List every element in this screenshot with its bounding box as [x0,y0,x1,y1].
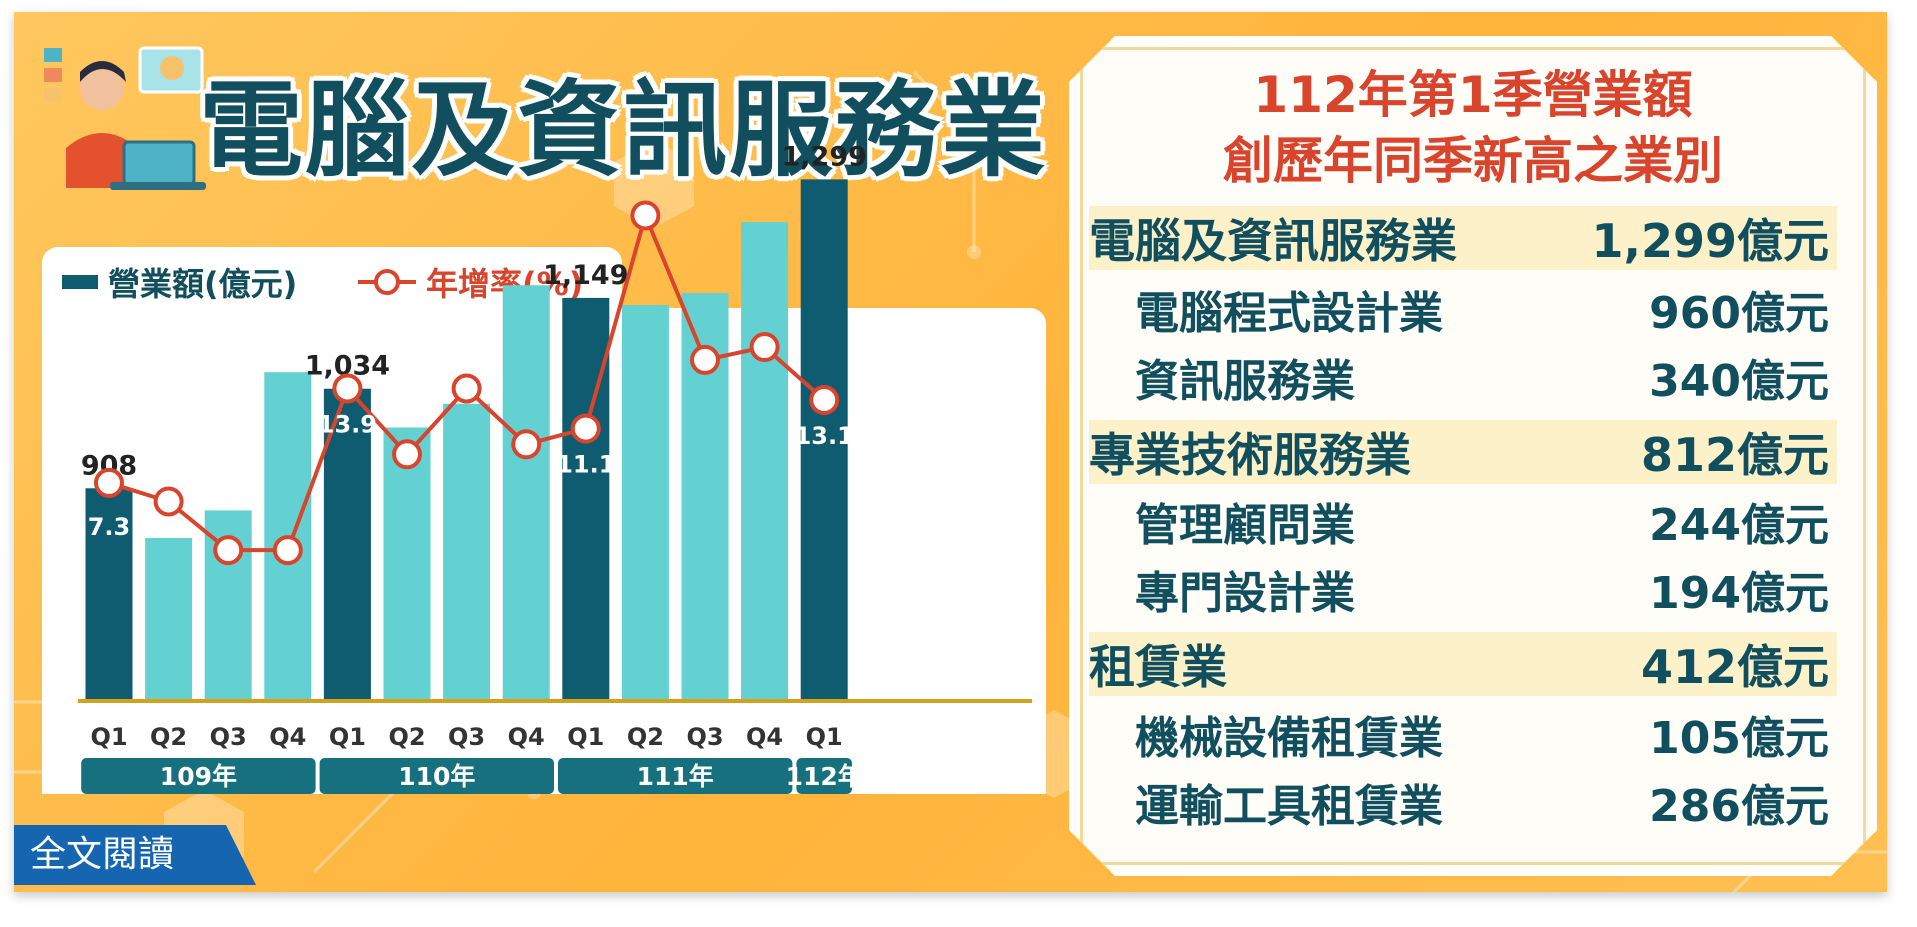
bar [562,297,610,700]
x-tick-label: Q1 [329,723,366,751]
x-tick-label: Q3 [686,723,723,751]
growth-point [570,413,601,444]
table-row-sub: 運輸工具租賃業 286億元 [1089,770,1837,834]
row-value: 194億元 [1649,568,1829,619]
bar-value-label: 1,299 [781,141,866,172]
row-category: 資訊服務業 [1135,356,1355,407]
x-tick-label: Q4 [269,723,306,751]
growth-value-label: 13.9 [318,411,377,439]
growth-point [451,373,482,404]
row-category: 專門設計業 [1135,568,1355,619]
year-group-label: 111年 [637,762,714,791]
year-group-bar [796,758,852,794]
growth-point [690,344,720,375]
bar [800,179,848,700]
x-tick-label: Q4 [746,723,783,751]
legend-bar: 營業額(億元) [62,262,298,303]
row-value: 105億元 [1649,713,1829,764]
table-title: 112年第1季營業額 創歷年同季新高之業別 [1069,62,1877,194]
row-category: 運輸工具租賃業 [1135,781,1443,832]
table-row-sub: 管理顧問業 244億元 [1089,489,1837,553]
growth-point [272,535,303,566]
row-category: 租賃業 [1089,640,1227,694]
bar [621,305,669,700]
growth-value-label: 11.1 [556,451,615,479]
bar-value-label: 1,149 [543,260,628,291]
row-value: 286億元 [1649,781,1829,832]
row-category: 機械設備租賃業 [1135,713,1443,764]
row-value: 960億元 [1649,288,1829,339]
bar [85,488,133,700]
table-title-line2: 創歷年同季新高之業別 [1223,132,1723,190]
row-category: 電腦及資訊服務業 [1089,214,1457,268]
row-value: 340億元 [1649,356,1829,407]
x-tick-label: Q2 [150,723,187,751]
legend-bar-label: 營業額(億元) [108,265,298,303]
growth-value-label: 7.3 [88,513,131,541]
row-value: 1,299億元 [1591,214,1829,268]
growth-point [94,467,124,498]
year-group-label: 109年 [160,762,237,791]
headline: 電腦及資訊服務業 [199,69,1048,191]
x-tick-label: Q2 [388,723,425,751]
row-value: 812億元 [1640,428,1829,482]
infographic-banner: 電腦及資訊服務業 營業額(億元) 年增率(%) 908 1,034 1,149 1,2… [14,12,1887,892]
growth-point [809,384,840,415]
row-value: 412億元 [1640,640,1829,694]
x-tick-label: Q1 [567,723,604,751]
table-row-sub: 資訊服務業 340億元 [1089,345,1837,409]
year-group-label: 110年 [398,762,475,791]
year-group-bar [558,758,793,794]
bar [502,285,550,700]
x-tick-label: Q1 [806,723,843,751]
year-group-bar [319,758,554,794]
infographic-frame: 電腦及資訊服務業 營業額(億元) 年增率(%) 908 1,034 1,149 1,2… [14,12,1887,892]
table-title-line1: 112年第1季營業額 [1253,66,1693,124]
year-group-bar [81,758,316,794]
growth-point [392,439,422,470]
read-more-button[interactable]: 全文閱讀 [14,825,256,885]
year-group-label: 112年 [786,762,863,791]
x-tick-label: Q3 [210,723,247,751]
growth-point [153,486,184,517]
legend-line: 年增率(%) [356,262,583,303]
table-row-main: 電腦及資訊服務業 1,299億元 [1089,206,1837,270]
growth-point [511,429,542,460]
bar [145,538,193,700]
growth-point [630,200,661,231]
bar [323,388,371,700]
table-row-sub: 機械設備租賃業 105億元 [1089,702,1837,766]
table-row-main: 專業技術服務業 812億元 [1089,420,1837,484]
legend-bar-swatch [62,275,98,289]
x-tick-label: Q4 [508,723,545,751]
growth-value-label: 13.1 [795,422,854,450]
growth-point [332,373,363,404]
table-row-sub: 電腦程式設計業 960億元 [1089,277,1837,341]
bar [741,222,789,701]
row-category: 電腦程式設計業 [1135,288,1443,339]
row-category: 專業技術服務業 [1089,428,1411,482]
person-laptop-illustration [44,46,206,190]
x-tick-label: Q1 [90,723,127,751]
x-tick-label: Q2 [627,723,664,751]
bar [383,427,431,700]
legend-line-swatch [358,269,416,295]
row-category: 管理顧問業 [1135,500,1355,551]
table-row-sub: 專門設計業 194億元 [1089,557,1837,621]
x-tick-label: Q3 [448,723,485,751]
growth-point [749,332,780,363]
bar [443,403,491,700]
row-value: 244億元 [1649,500,1829,551]
table-row-main: 租賃業 412億元 [1089,632,1837,696]
growth-point [213,535,244,566]
